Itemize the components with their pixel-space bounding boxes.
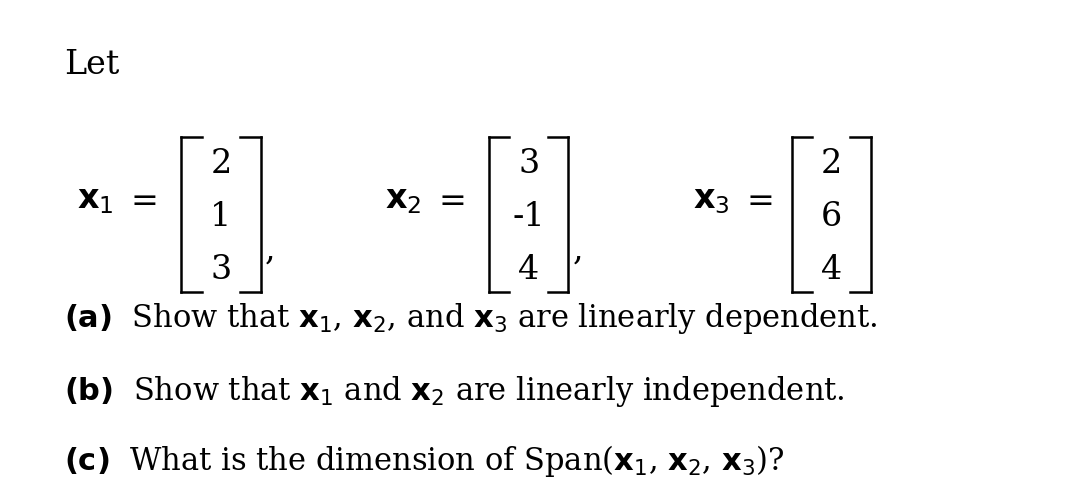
Text: $\mathbf{(c)}$  What is the dimension of Span($\mathbf{x}_1$, $\mathbf{x}_2$, $\: $\mathbf{(c)}$ What is the dimension of … [65, 443, 785, 479]
Text: 6: 6 [821, 201, 842, 233]
Text: ,: , [265, 235, 275, 267]
Text: 4: 4 [518, 254, 539, 286]
Text: $\mathbf{(a)}$  Show that $\mathbf{x}_1$, $\mathbf{x}_2$, and $\mathbf{x}_3$ are: $\mathbf{(a)}$ Show that $\mathbf{x}_1$,… [65, 301, 878, 336]
Text: $=$: $=$ [432, 184, 464, 216]
Text: $\mathbf{x}_2$: $\mathbf{x}_2$ [386, 184, 421, 216]
Text: 2: 2 [211, 148, 231, 180]
Text: ,: , [572, 235, 583, 267]
Text: 4: 4 [821, 254, 841, 286]
Text: 3: 3 [211, 254, 231, 286]
Text: $=$: $=$ [124, 184, 157, 216]
Text: Let: Let [65, 49, 120, 81]
Text: 3: 3 [518, 148, 539, 180]
Text: $=$: $=$ [740, 184, 772, 216]
Text: $\mathbf{x}_3$: $\mathbf{x}_3$ [693, 184, 730, 216]
Text: $\mathbf{x}_1$: $\mathbf{x}_1$ [78, 184, 114, 216]
Text: 2: 2 [821, 148, 842, 180]
Text: $\mathbf{(b)}$  Show that $\mathbf{x}_1$ and $\mathbf{x}_2$ are linearly indepen: $\mathbf{(b)}$ Show that $\mathbf{x}_1$ … [65, 374, 846, 409]
Text: 1: 1 [211, 201, 231, 233]
Text: -1: -1 [512, 201, 545, 233]
